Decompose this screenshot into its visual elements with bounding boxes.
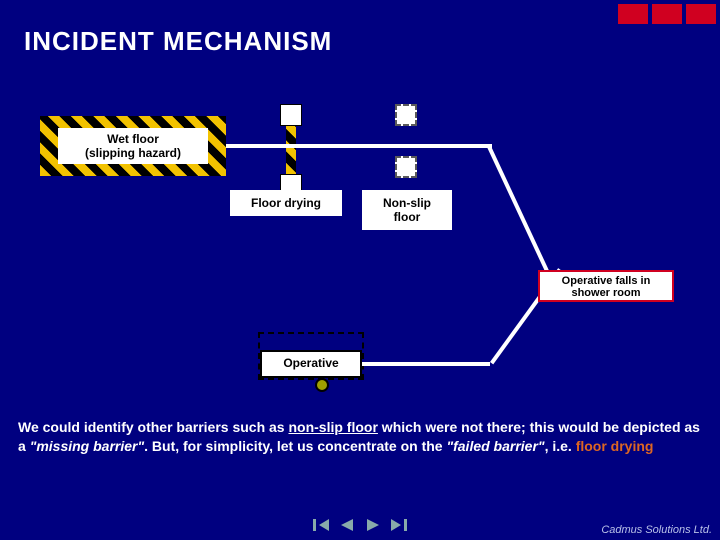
- corner-squares: [618, 4, 716, 24]
- nav-prev-button[interactable]: [337, 516, 357, 534]
- barrier-floor-drying-top: [280, 104, 302, 126]
- nav-next-button[interactable]: [363, 516, 383, 534]
- barrier-floor-drying-stripe: [286, 126, 296, 174]
- operative-icon: [315, 378, 329, 392]
- operative-label: Operative: [260, 350, 362, 378]
- em-missing-barrier: "missing barrier": [30, 438, 144, 454]
- failed-text: floor drying: [576, 438, 654, 454]
- outcome-box: Operative falls in shower room: [538, 270, 674, 302]
- outcome-line2: shower room: [571, 287, 640, 299]
- page-title: INCIDENT MECHANISM: [24, 26, 332, 57]
- brand-label: Cadmus Solutions Ltd.: [601, 524, 712, 536]
- wet-floor-line2: (slipping hazard): [85, 146, 181, 160]
- wet-floor-line1: Wet floor: [107, 132, 159, 146]
- flow-line-top: [226, 144, 492, 148]
- incident-diagram: Wet floor (slipping hazard) Floor drying…: [30, 100, 690, 390]
- barrier-nonslip-label: Non-slip floor: [362, 190, 452, 230]
- wet-floor-box: Wet floor (slipping hazard): [58, 128, 208, 164]
- nav-controls: [311, 516, 409, 534]
- barrier-nonslip-top: [395, 104, 417, 126]
- underline-nonslip: non-slip floor: [288, 419, 377, 435]
- outcome-line1: Operative falls in: [562, 275, 651, 287]
- nav-first-button[interactable]: [311, 516, 331, 534]
- flow-line-operative-h: [362, 362, 490, 366]
- nav-last-button[interactable]: [389, 516, 409, 534]
- em-failed-barrier: "failed barrier": [446, 438, 544, 454]
- explanation-text: We could identify other barriers such as…: [18, 418, 702, 456]
- barrier-nonslip-bottom: [395, 156, 417, 178]
- barrier-floor-drying-label: Floor drying: [230, 190, 342, 216]
